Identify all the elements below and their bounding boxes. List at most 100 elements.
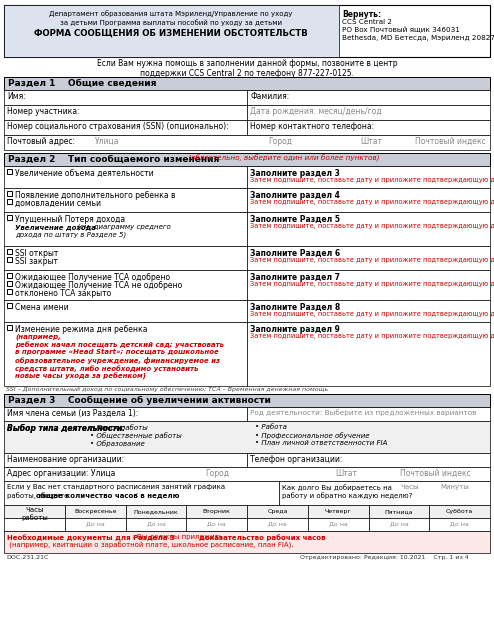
Bar: [4, 166, 247, 188]
Bar: [4, 421, 490, 453]
Bar: [369, 518, 429, 531]
Text: • Поиск работы: • Поиск работы: [90, 424, 148, 431]
Bar: [4, 5, 490, 57]
Bar: [125, 518, 186, 531]
Text: До на: До на: [147, 521, 165, 526]
Text: Затем подпишите, поставьте дату и приложите подтверждающую документацию.: Затем подпишите, поставьте дату и прилож…: [250, 311, 494, 317]
Text: Заполните раздел 4: Заполните раздел 4: [250, 191, 340, 200]
Text: • Общественные работы: • Общественные работы: [90, 432, 182, 439]
Bar: [4, 77, 490, 90]
Text: Затем подпишите, поставьте дату и приложите подтверждающую документацию.: Затем подпишите, поставьте дату и прилож…: [250, 177, 494, 183]
Bar: [4, 481, 279, 505]
Text: Пятница: Пятница: [385, 509, 413, 514]
Text: Раздел 1    Общие сведения: Раздел 1 Общие сведения: [8, 79, 157, 88]
Text: Ожидающее Получение ТСА одобрено: Ожидающее Получение ТСА одобрено: [15, 273, 170, 282]
Text: новые часы ухода за ребенком): новые часы ухода за ребенком): [15, 373, 146, 380]
Text: Отредактировано: Редакция: 10.2021    Стр. 1 из 4: Отредактировано: Редакция: 10.2021 Стр. …: [300, 555, 469, 560]
Text: Город: Город: [205, 469, 229, 478]
Bar: [4, 322, 247, 386]
Text: Заполните Раздел 8: Заполните Раздел 8: [250, 303, 340, 312]
Bar: [247, 120, 490, 135]
Text: Если у Вас нет стандартного расписания занятий графика: Если у Вас нет стандартного расписания з…: [7, 484, 225, 490]
Text: в программе «Head Start»; посещать дошкольное: в программе «Head Start»; посещать дошко…: [15, 349, 219, 355]
Bar: [4, 407, 247, 421]
Bar: [4, 467, 490, 481]
Bar: [4, 188, 247, 212]
Text: домовладении семьи: домовладении семьи: [15, 199, 101, 208]
Bar: [65, 518, 125, 531]
Bar: [7, 325, 12, 330]
Text: Затем подпишите, поставьте дату и приложите подтверждающую документацию.: Затем подпишите, поставьте дату и прилож…: [250, 199, 494, 205]
Bar: [7, 191, 12, 196]
Bar: [247, 105, 490, 120]
Bar: [7, 273, 12, 278]
Text: SSI – Дополнительный доход по социальному обеспечению; ТСА – Временная денежная : SSI – Дополнительный доход по социальном…: [6, 387, 328, 392]
Text: Изменение режима дня ребенка: Изменение режима дня ребенка: [15, 325, 148, 334]
Bar: [429, 518, 490, 531]
Text: Почтовый адрес:: Почтовый адрес:: [7, 137, 75, 146]
Text: Вторник: Вторник: [203, 509, 231, 514]
Bar: [247, 270, 490, 300]
Bar: [4, 453, 247, 467]
Text: Часы
работы: Часы работы: [21, 507, 48, 521]
Text: Вернуть:: Вернуть:: [342, 10, 381, 19]
Text: доказательство рабочих часов: доказательство рабочих часов: [199, 534, 325, 541]
Text: Затем подпишите, поставьте дату и приложите подтверждающую документацию.: Затем подпишите, поставьте дату и прилож…: [250, 223, 494, 229]
Bar: [247, 90, 490, 105]
Bar: [7, 199, 12, 204]
Text: Среда: Среда: [267, 509, 288, 514]
Text: работы, введите: работы, введите: [7, 492, 71, 499]
Text: Заполните раздел 7: Заполните раздел 7: [250, 273, 340, 282]
Text: Дата рождения: месяц/день/год: Дата рождения: месяц/день/год: [250, 107, 382, 116]
Text: Увеличение дохода: Увеличение дохода: [15, 224, 96, 230]
Text: Номер контактного телефона:: Номер контактного телефона:: [250, 122, 374, 131]
Bar: [4, 90, 247, 105]
Bar: [4, 212, 247, 246]
Text: Раздел 3    Сообщение об увеличении активности: Раздел 3 Сообщение об увеличении активно…: [8, 396, 271, 405]
Text: образовательное учреждение, финансируемое из: образовательное учреждение, финансируемо…: [15, 357, 220, 364]
Text: • План личной ответственности FIA: • План личной ответственности FIA: [255, 440, 387, 446]
Bar: [247, 212, 490, 246]
Bar: [4, 300, 247, 322]
Text: • Образование: • Образование: [90, 440, 145, 447]
Text: :: :: [135, 492, 137, 498]
Text: (см. диаграмму среднего: (см. диаграмму среднего: [75, 224, 170, 230]
Text: Род деятельности: Выберите из предложенных вариантов: Род деятельности: Выберите из предложенн…: [250, 409, 476, 416]
Text: Смена имени: Смена имени: [15, 303, 69, 312]
Text: Четверг: Четверг: [325, 509, 352, 514]
Text: До на: До на: [329, 521, 347, 526]
Text: средств штата, либо необходимо установить: средств штата, либо необходимо установит…: [15, 365, 199, 372]
Text: До на: До на: [389, 521, 408, 526]
Text: PO Box Почтовый ящик 346031: PO Box Почтовый ящик 346031: [342, 27, 460, 33]
Bar: [247, 300, 490, 322]
Text: Раздел 2    Тип сообщаемого изменения: Раздел 2 Тип сообщаемого изменения: [8, 155, 219, 164]
Bar: [308, 505, 369, 518]
Bar: [247, 246, 490, 270]
Text: Воскресенье: Воскресенье: [74, 509, 117, 514]
Text: CCS Central 2: CCS Central 2: [342, 19, 392, 25]
Text: Телефон организации:: Телефон организации:: [250, 455, 342, 464]
Text: Ожидающее Получение ТСА не одобрено: Ожидающее Получение ТСА не одобрено: [15, 281, 182, 290]
Bar: [369, 505, 429, 518]
Bar: [7, 249, 12, 254]
Text: Суббота: Суббота: [446, 509, 473, 514]
Text: Номер участника:: Номер участника:: [7, 107, 80, 116]
Text: Заполните раздел 9: Заполните раздел 9: [250, 325, 340, 334]
Bar: [247, 518, 308, 531]
Bar: [308, 518, 369, 531]
Text: Улица: Улица: [95, 137, 120, 146]
Text: Почтовый индекс: Почтовый индекс: [400, 469, 471, 478]
Bar: [7, 169, 12, 174]
Text: дохода по штату в Разделе 5): дохода по штату в Разделе 5): [15, 231, 126, 237]
Text: Затем подпишите, поставьте дату и приложите подтверждающую документацию.: Затем подпишите, поставьте дату и прилож…: [250, 281, 494, 287]
Text: Имя члена семьи (из Раздела 1):: Имя члена семьи (из Раздела 1):: [7, 409, 138, 418]
Text: Департамент образования штата Мэриленд/Управление по уходу: Департамент образования штата Мэриленд/У…: [49, 10, 292, 17]
Bar: [4, 5, 339, 57]
Text: ФОРМА СООБЩЕНИЯ ОБ ИЗМЕНЕНИИ ОБСТОЯТЕЛЬСТВ: ФОРМА СООБЩЕНИЯ ОБ ИЗМЕНЕНИИ ОБСТОЯТЕЛЬС…: [34, 29, 308, 38]
Bar: [4, 531, 490, 553]
Bar: [7, 281, 12, 286]
Text: Фамилия:: Фамилия:: [250, 92, 289, 101]
Text: Заполните раздел 3: Заполните раздел 3: [250, 169, 340, 178]
Text: Понедельник: Понедельник: [133, 509, 178, 514]
Text: Почтовый индекс: Почтовый индекс: [415, 137, 486, 146]
